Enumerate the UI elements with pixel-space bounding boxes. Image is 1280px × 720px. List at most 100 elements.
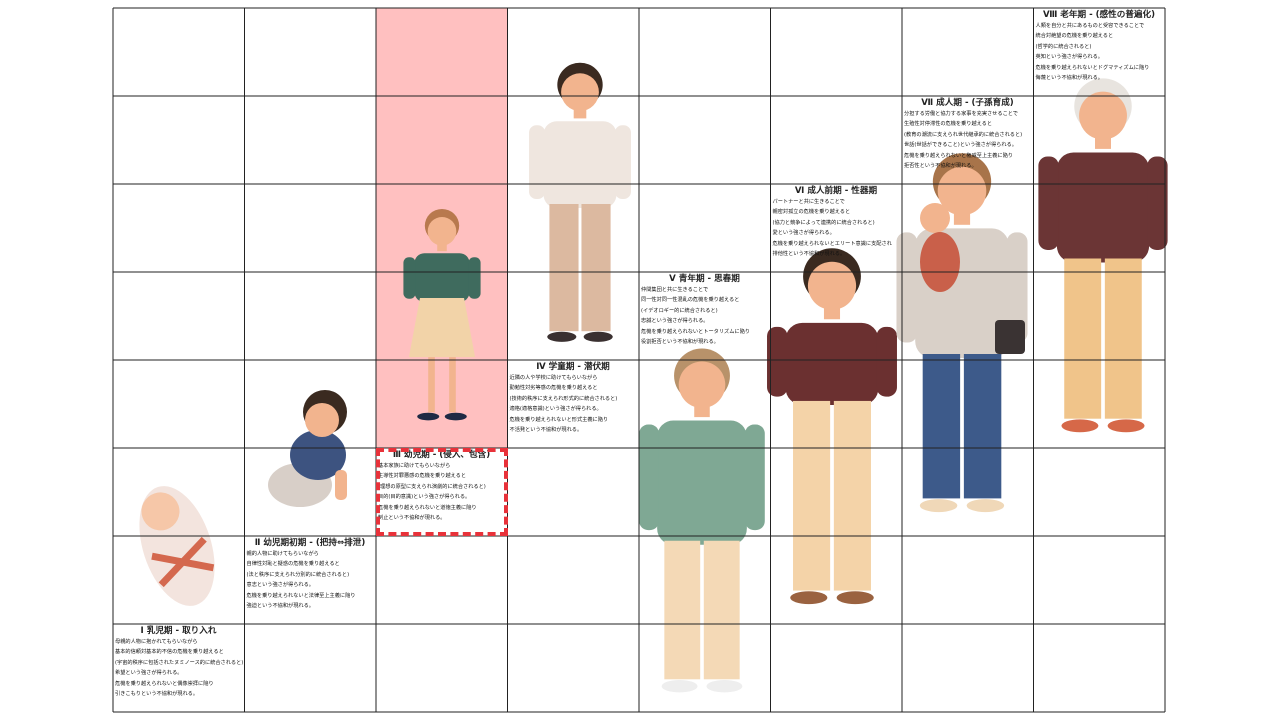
neck bbox=[953, 211, 971, 225]
torso bbox=[785, 322, 879, 405]
dress bbox=[408, 298, 476, 358]
right-arm bbox=[614, 125, 631, 199]
right-shoe bbox=[583, 331, 613, 342]
stage-description-line: (理想の原型に支えられ演劇的に統合されると) bbox=[378, 483, 486, 490]
highlight-dashed-frame bbox=[376, 448, 508, 536]
stage-description-line: 適格(適格意識)という強さが得られる。 bbox=[509, 406, 602, 413]
stage-block-3: Ⅲ 幼児期 - (侵入、包含) 基本家族に助けてもらいながら 主導性対罪悪感の危機を… bbox=[377, 449, 506, 523]
stage-block-4: Ⅳ 学童期 - 潜伏期近隣の人や学校に助けてもらいながら 勤勉性対劣等感の危機を乗… bbox=[509, 361, 638, 435]
left-leg bbox=[1064, 258, 1102, 419]
stage-description-line: 拒否性という不協和が現れる。 bbox=[904, 163, 977, 170]
stage-description-line: 役割拒否という不協和が現れる。 bbox=[641, 339, 719, 346]
right-arm bbox=[468, 257, 481, 299]
stage-description-line: 希望という強さが得られる。 bbox=[115, 670, 183, 677]
face bbox=[920, 203, 950, 233]
stage-title: Ⅶ 成人期 - (子孫育成) bbox=[921, 98, 1014, 108]
stage-description-line: 愛という強さが得られる。 bbox=[772, 230, 835, 237]
left-shoe bbox=[919, 499, 958, 513]
swaddled-baby-illustration bbox=[139, 486, 215, 606]
left-leg bbox=[549, 204, 579, 332]
stage-description-line: 忠誠という強さが得られる。 bbox=[641, 318, 709, 325]
left-shoe bbox=[417, 412, 440, 421]
stage-block-5: Ⅴ 青年期 - 思春期仲間集団と共に生きることで同一性対同一性混乱の危機を乗り越… bbox=[640, 273, 769, 347]
right-shoe bbox=[1107, 419, 1145, 433]
torso bbox=[1056, 152, 1150, 263]
face bbox=[1079, 91, 1127, 140]
stage-block-2: Ⅱ 幼児期初期 - (把持⇔排泄) 親的人物に助けてもらいながら 自律性対恥と疑惑の… bbox=[246, 537, 375, 611]
stage-description-line: 強迫という不協和が現れる。 bbox=[246, 603, 314, 610]
stage-description-line: 侮蔑という不協和が現れる。 bbox=[1035, 75, 1103, 82]
right-arm bbox=[1147, 156, 1168, 250]
stage-description-line: 生殖性対停滞性の危機を乗り越えると bbox=[904, 121, 993, 128]
girl-illustration bbox=[403, 209, 481, 421]
face bbox=[305, 403, 339, 437]
neck bbox=[1095, 135, 1111, 149]
right-shoe bbox=[966, 499, 1005, 513]
left-arm bbox=[403, 257, 416, 299]
stage-block-7: Ⅶ 成人期 - (子孫育成) 分担する労働と協力する家事を充実させることで 生殖性対… bbox=[903, 97, 1032, 171]
left-arm bbox=[639, 424, 659, 531]
right-leg bbox=[703, 540, 740, 680]
stage-description-line: 危機を乗り越えられないと偶像崇拝に陥り bbox=[115, 680, 214, 687]
stage-description-line: 危機を乗り越えられないとエリート意識に支配され bbox=[772, 240, 892, 247]
stage-title: Ⅵ 成人前期 - 性器期 bbox=[794, 186, 878, 196]
swaddle-band bbox=[151, 536, 215, 588]
right-arm bbox=[876, 326, 897, 397]
stage-description-line: 人類を自分と共にあるものと受容できることで bbox=[1035, 23, 1145, 29]
stage-description-line: (法と秩序に支えられ分別的に統合されると) bbox=[246, 571, 350, 578]
stage-description-line: (技術的秩序に支えられ形式的に統合されると) bbox=[509, 395, 618, 402]
stage-description-line: 母親的人物に抱かれてもらいながら bbox=[115, 639, 198, 645]
torso bbox=[657, 420, 747, 545]
stage-description-line: 不活発という不協和が現れる。 bbox=[509, 427, 583, 434]
stage-description-line: 同一性対同一性混乱の危機を乗り越えると bbox=[641, 297, 740, 304]
neck bbox=[437, 243, 447, 252]
stage-description-line: 近隣の人や学校に助けてもらいながら bbox=[509, 375, 598, 381]
stage-description-line: 勤勉性対劣等感の危機を乗り越えると bbox=[509, 385, 598, 392]
handbag bbox=[995, 320, 1025, 354]
stage-title: Ⅳ 学童期 - 潜伏期 bbox=[536, 362, 610, 372]
stage-description-line: 親的人物に助けてもらいながら bbox=[246, 551, 319, 557]
body bbox=[920, 232, 960, 292]
stage-description-line: 自律性対恥と疑惑の危機を乗り越えると bbox=[246, 561, 340, 568]
left-shoe bbox=[661, 679, 698, 693]
left-arm bbox=[1038, 156, 1059, 250]
right-arm bbox=[745, 424, 765, 531]
stage-block-6: Ⅵ 成人前期 - 性器期パートナーと共に生きることで 親密対孤立の危機を乗り越える… bbox=[772, 185, 901, 259]
arm bbox=[335, 470, 347, 500]
face bbox=[678, 361, 726, 409]
stage-description-line: (協力と競争によって連携的に統合されると) bbox=[772, 219, 875, 226]
right-leg bbox=[833, 400, 871, 591]
face bbox=[937, 166, 987, 216]
right-leg bbox=[581, 204, 611, 332]
stage-description-line: 統合対絶望の危機を乗り越えると bbox=[1035, 33, 1114, 40]
right-leg bbox=[963, 354, 1002, 499]
neck bbox=[573, 107, 587, 119]
neck bbox=[823, 305, 841, 320]
right-shoe bbox=[836, 591, 874, 605]
stage-description-line: 仲間集団と共に生きることで bbox=[641, 287, 709, 293]
right-leg bbox=[449, 357, 456, 413]
stage-description-line: 親密対孤立の危機を乗り越えると bbox=[772, 209, 851, 216]
face bbox=[141, 492, 180, 531]
stage-description-line: 危機を乗り越えられないと法律至上主義に陥り bbox=[246, 592, 356, 599]
crawling-toddler-illustration bbox=[268, 390, 347, 507]
stage-description-line: 危機を乗り越えられないと道徳主義に陥り bbox=[378, 504, 477, 511]
stage-title: Ⅴ 青年期 - 思春期 bbox=[669, 274, 740, 284]
stage-description-line: パートナーと共に生きることで bbox=[772, 199, 845, 205]
stage-description-line: 主導性対罪悪感の危機を乗り越えると bbox=[378, 473, 467, 480]
swaddle bbox=[139, 486, 215, 606]
right-arm bbox=[1006, 232, 1028, 343]
left-leg bbox=[922, 354, 961, 499]
left-shoe bbox=[1061, 419, 1099, 433]
young-man-illustration bbox=[767, 248, 897, 605]
right-shoe bbox=[444, 412, 467, 421]
left-arm bbox=[529, 125, 546, 199]
face bbox=[561, 73, 599, 112]
stage-description-line: 英知という強さが得られる。 bbox=[1035, 54, 1103, 61]
left-leg bbox=[428, 357, 435, 413]
stage-description-line: 危機を乗り越えられないとドグマティズムに陥り bbox=[1035, 64, 1150, 71]
left-arm bbox=[767, 326, 788, 397]
schoolboy-illustration bbox=[529, 62, 631, 342]
left-shoe bbox=[547, 331, 577, 342]
stage-description-line: 危機を乗り越えられないと形式主義に陥り bbox=[509, 416, 609, 423]
